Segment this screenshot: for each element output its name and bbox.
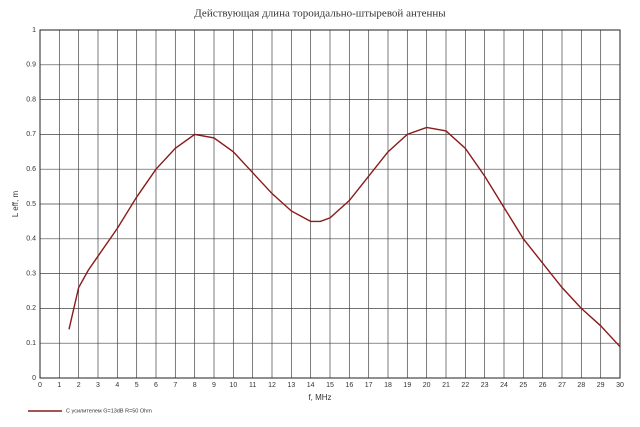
y-tick-label: 0.7 — [26, 131, 36, 138]
x-tick-label: 16 — [345, 382, 353, 389]
legend-label: С усилителем G=13dB R=50 Ohm — [66, 408, 152, 414]
y-tick-label: 0.2 — [26, 305, 36, 312]
x-tick-label: 26 — [539, 382, 547, 389]
chart-title: Действующая длина тороидально-штыревой а… — [194, 8, 446, 20]
x-tick-label: 13 — [287, 382, 295, 389]
x-tick-label: 7 — [173, 382, 177, 389]
x-tick-label: 17 — [365, 382, 373, 389]
x-tick-label: 5 — [135, 382, 139, 389]
x-tick-label: 18 — [384, 382, 392, 389]
x-tick-label: 25 — [519, 382, 527, 389]
x-tick-label: 1 — [57, 382, 61, 389]
y-axis-label: L eff, m — [11, 191, 20, 218]
x-tick-label: 30 — [616, 382, 624, 389]
x-tick-label: 29 — [597, 382, 605, 389]
x-tick-label: 8 — [193, 382, 197, 389]
x-tick-label: 15 — [326, 382, 334, 389]
x-tick-label: 3 — [96, 382, 100, 389]
x-tick-label: 14 — [307, 382, 315, 389]
x-axis-label: f, MHz — [308, 393, 331, 402]
x-tick-label: 6 — [154, 382, 158, 389]
x-tick-label: 28 — [577, 382, 585, 389]
x-tick-label: 21 — [442, 382, 450, 389]
x-tick-label: 0 — [38, 382, 42, 389]
y-tick-label: 0.3 — [26, 270, 36, 277]
y-tick-label: 0.4 — [26, 236, 36, 243]
x-tick-label: 11 — [249, 382, 256, 389]
x-tick-label: 23 — [481, 382, 489, 389]
x-tick-label: 12 — [268, 382, 276, 389]
x-tick-label: 4 — [115, 382, 119, 389]
y-tick-label: 0.8 — [26, 96, 36, 103]
y-tick-label: 0.9 — [26, 62, 36, 69]
data-line — [68, 126, 621, 348]
x-tick-label: 20 — [423, 382, 431, 389]
x-tick-label: 9 — [212, 382, 216, 389]
x-tick-label: 27 — [558, 382, 566, 389]
x-tick-label: 24 — [500, 382, 508, 389]
x-tick-label: 2 — [77, 382, 81, 389]
y-tick-label: 0 — [32, 375, 36, 382]
y-tick-label: 1 — [32, 27, 36, 34]
y-tick-label: 0.1 — [26, 340, 36, 347]
x-tick-label: 22 — [461, 382, 469, 389]
x-tick-label: 10 — [229, 382, 237, 389]
plot-frame — [39, 29, 621, 379]
y-tick-label: 0.5 — [26, 201, 36, 208]
x-tick-label: 19 — [403, 382, 411, 389]
y-tick-label: 0.6 — [26, 166, 36, 173]
